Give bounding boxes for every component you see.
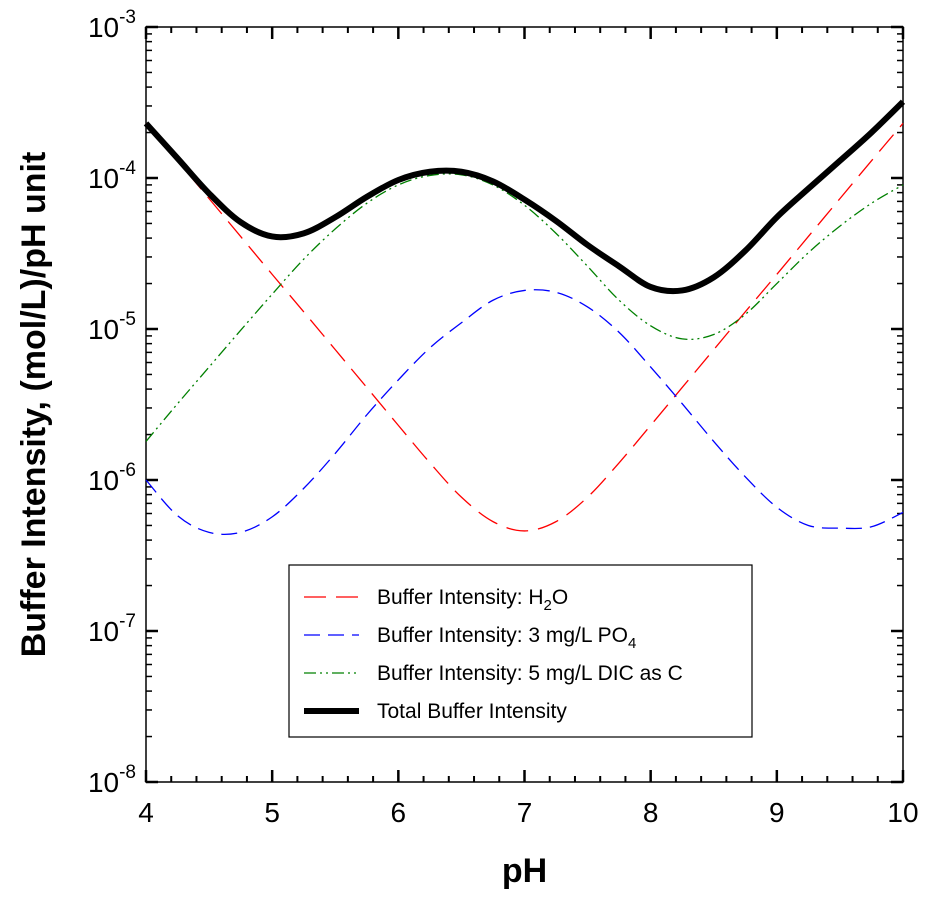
y-axis-title: Buffer Intensity, (mol/L)/pH unit xyxy=(15,152,53,658)
x-tick-label: 9 xyxy=(769,797,785,828)
y-tick-label: 10-7 xyxy=(88,611,136,647)
x-tick-label: 10 xyxy=(887,797,918,828)
legend-label: Buffer Intensity: 5 mg/L DIC as C xyxy=(377,662,683,685)
series-line xyxy=(146,123,903,531)
y-tick-label: 10-5 xyxy=(88,309,136,345)
series-line xyxy=(146,102,903,291)
x-tick-label: 5 xyxy=(264,797,280,828)
x-tick-label: 7 xyxy=(517,797,533,828)
series-lines xyxy=(146,102,903,535)
y-tick-label: 10-4 xyxy=(88,158,136,194)
legend-label: Total Buffer Intensity xyxy=(377,700,567,723)
x-tick-label: 6 xyxy=(391,797,407,828)
x-tick-label: 8 xyxy=(643,797,659,828)
y-tick-label: 10-8 xyxy=(88,762,136,798)
y-tick-label: 10-3 xyxy=(88,7,136,43)
y-tick-label: 10-6 xyxy=(88,460,136,496)
series-line xyxy=(146,290,903,535)
series-line xyxy=(146,174,903,442)
x-axis-title: pH xyxy=(502,852,547,890)
x-tick-label: 4 xyxy=(138,797,154,828)
